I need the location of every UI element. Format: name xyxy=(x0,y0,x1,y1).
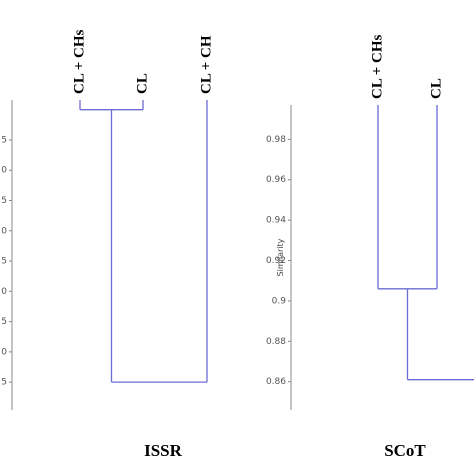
chart-title: ISSR xyxy=(144,441,183,460)
y-tick-label: 0 xyxy=(1,166,7,176)
y-tick-label: 5 xyxy=(1,135,7,145)
y-tick-label: 5 xyxy=(1,317,7,327)
y-tick-label: 5 xyxy=(1,378,7,388)
y-tick-label: 5 xyxy=(1,257,7,267)
y-tick-label: 0.98 xyxy=(266,135,286,145)
leaf-label: CL + CH xyxy=(198,35,214,94)
chart-title: SCoT xyxy=(384,441,426,460)
leaf-label: CL + CHs xyxy=(71,29,87,94)
y-tick-label: 0.9 xyxy=(272,296,287,306)
leaf-label: CL + CHs xyxy=(369,34,385,99)
y-tick-label: 5 xyxy=(1,196,7,206)
leaf-label: CL xyxy=(428,78,444,99)
y-tick-label: 0.86 xyxy=(266,377,286,387)
y-tick-label: 0.96 xyxy=(266,175,286,185)
leaf-label: CL xyxy=(134,73,150,94)
y-tick-label: 0 xyxy=(1,347,7,357)
y-tick-label: 0.88 xyxy=(266,337,286,347)
y-tick-label: 0.92 xyxy=(266,256,286,266)
y-tick-label: 0.94 xyxy=(266,216,286,226)
y-tick-label: 0 xyxy=(1,226,7,236)
y-tick-label: 0 xyxy=(1,287,7,297)
y-axis-label: Similarity xyxy=(276,238,285,276)
